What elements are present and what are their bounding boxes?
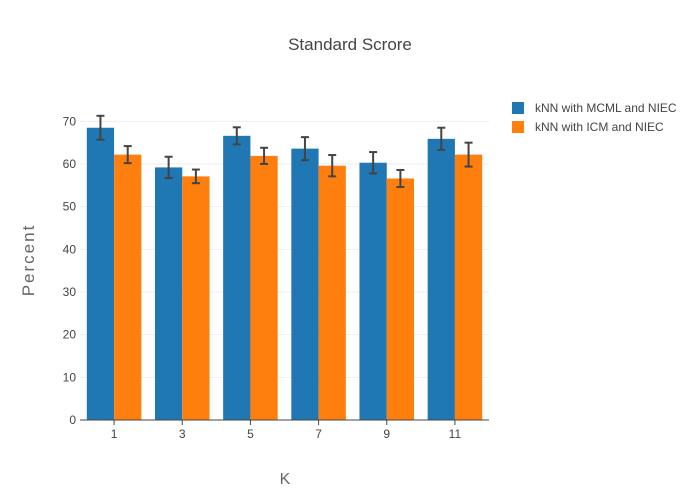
bar-mcml-k9[interactable]	[359, 162, 387, 420]
y-tick-label: 0	[69, 413, 76, 427]
bar-icm-k11[interactable]	[454, 154, 483, 420]
legend-item[interactable]: kNN with ICM and NIEC	[512, 120, 664, 134]
x-tick-label: 3	[179, 427, 186, 441]
x-tick-label: 1	[111, 427, 118, 441]
chart-title: Standard Scrore	[288, 35, 412, 54]
x-tick-label: 7	[315, 427, 322, 441]
bar-mcml-k11[interactable]	[427, 138, 455, 420]
bar-mcml-k3[interactable]	[154, 167, 183, 420]
bar-icm-k3[interactable]	[182, 176, 210, 420]
grid-lines	[80, 120, 489, 378]
y-tick-label: 10	[63, 370, 77, 384]
bar-mcml-k5[interactable]	[223, 135, 251, 420]
legend-label: kNN with ICM and NIEC	[535, 120, 664, 134]
error-bar	[260, 146, 269, 165]
legend[interactable]: kNN with MCML and NIEC kNN with ICM and N…	[512, 101, 677, 134]
error-bar	[396, 168, 405, 189]
y-tick-label: 20	[63, 328, 77, 342]
y-tick-labels: 0 10 20 30 40 50 60 70	[63, 114, 77, 427]
x-tick-labels: 1 3 5 7 9 11	[111, 420, 462, 441]
bar-mcml-k7[interactable]	[291, 148, 319, 420]
legend-swatch	[512, 121, 524, 133]
x-tick-label: 9	[383, 427, 390, 441]
legend-item[interactable]: kNN with MCML and NIEC	[512, 101, 677, 115]
bar-icm-k5[interactable]	[250, 155, 278, 421]
error-bar	[300, 136, 309, 162]
bars-group	[86, 127, 483, 421]
bar-mcml-k1[interactable]	[86, 127, 115, 420]
error-bar	[232, 126, 241, 146]
error-bar	[123, 145, 132, 165]
y-tick-label: 40	[63, 242, 77, 256]
error-bar	[96, 114, 105, 141]
error-bar	[464, 141, 473, 168]
error-bar	[437, 126, 446, 151]
error-bars-group	[96, 114, 473, 189]
error-bar	[164, 155, 173, 180]
bar-icm-k1[interactable]	[114, 154, 142, 420]
y-tick-label: 70	[63, 114, 77, 128]
bar-icm-k7[interactable]	[318, 165, 346, 420]
y-tick-label: 30	[63, 285, 77, 299]
error-bar	[369, 151, 378, 175]
bar-icm-k9[interactable]	[386, 178, 415, 420]
x-axis-title: K	[280, 471, 291, 488]
legend-swatch	[512, 102, 524, 114]
legend-label: kNN with MCML and NIEC	[535, 101, 677, 115]
error-bar	[191, 168, 200, 185]
y-tick-label: 60	[63, 157, 77, 171]
x-tick-label: 11	[449, 427, 462, 441]
x-tick-label: 5	[247, 427, 254, 441]
y-axis-title: Percent	[19, 224, 38, 297]
error-bar	[328, 154, 337, 178]
y-tick-label: 50	[63, 200, 77, 214]
